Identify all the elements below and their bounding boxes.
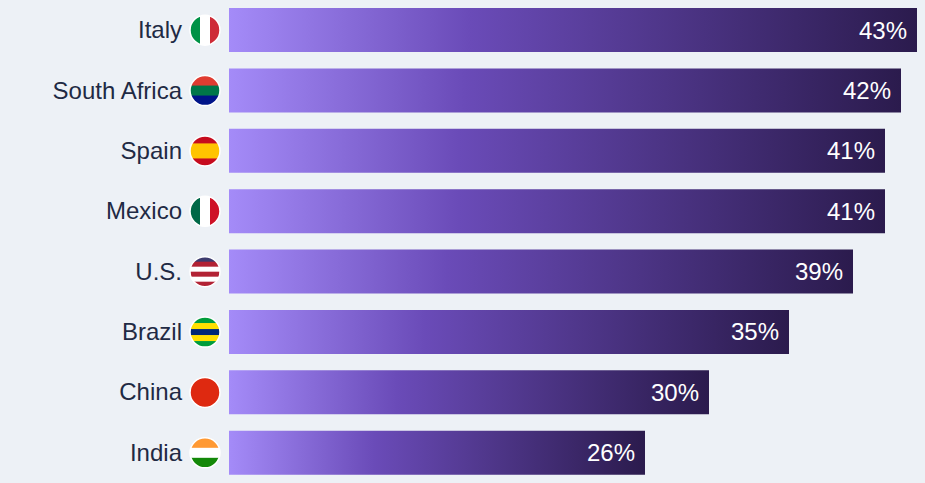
svg-text:26%: 26% [587,439,635,466]
svg-text:Brazil: Brazil [122,318,182,345]
svg-text:43%: 43% [859,17,907,44]
svg-text:China: China [119,378,182,405]
svg-text:35%: 35% [731,318,779,345]
svg-text:India: India [130,439,183,466]
svg-text:39%: 39% [795,258,843,285]
svg-text:30%: 30% [651,379,699,406]
svg-text:41%: 41% [827,137,875,164]
svg-text:Mexico: Mexico [106,197,182,224]
svg-text:U.S.: U.S. [135,258,182,285]
svg-text:42%: 42% [843,77,891,104]
svg-text:Italy: Italy [138,16,182,43]
svg-text:Spain: Spain [121,137,182,164]
svg-text:South Africa: South Africa [53,77,183,104]
svg-text:41%: 41% [827,198,875,225]
